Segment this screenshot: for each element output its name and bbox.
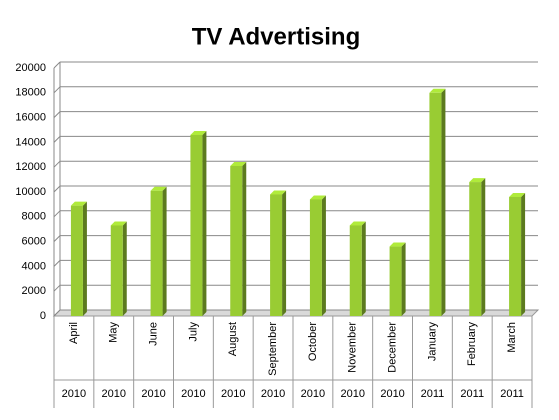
grid-line-side — [53, 111, 61, 118]
x-tick-label: February — [466, 322, 478, 367]
bar — [270, 194, 283, 316]
x-tick-label: June — [147, 322, 159, 346]
bar-side — [242, 161, 247, 316]
grid-line-side — [53, 210, 61, 218]
bar-top — [349, 221, 366, 226]
bar — [150, 190, 163, 316]
y-tick-label: 10000 — [15, 186, 46, 198]
year-label: 2010 — [301, 388, 325, 400]
bar-side — [282, 190, 287, 316]
x-tick-label: July — [187, 322, 199, 342]
bar-top — [270, 190, 287, 195]
year-label: 2011 — [421, 388, 445, 400]
bar-top — [469, 178, 486, 183]
bar — [429, 92, 442, 316]
grid-line-side — [53, 284, 61, 292]
bar — [309, 199, 322, 316]
y-tick-label: 8000 — [22, 211, 46, 223]
year-label: 2010 — [221, 388, 245, 400]
bar — [110, 225, 123, 316]
year-label: 2010 — [380, 388, 404, 400]
bar-side — [82, 201, 87, 316]
year-label: 2010 — [341, 388, 365, 400]
bar-side — [401, 242, 406, 316]
bar-side — [162, 186, 167, 316]
bar-side — [122, 221, 127, 316]
y-tick-label: 2000 — [22, 285, 46, 297]
year-label: 2010 — [102, 388, 126, 400]
bar-top — [389, 242, 406, 247]
y-tick-label: 14000 — [15, 136, 46, 148]
bar-top — [509, 192, 526, 197]
y-tick-label: 16000 — [15, 112, 46, 124]
year-label: 2011 — [460, 388, 484, 400]
x-tick-label: May — [108, 322, 120, 343]
bar-top — [429, 88, 446, 93]
x-tick-label: August — [227, 322, 239, 356]
bar-side — [521, 192, 526, 316]
bar-side — [361, 221, 366, 316]
grid-line-side — [53, 235, 61, 242]
y-tick-label: 20000 — [15, 62, 46, 74]
x-tick-label: November — [347, 322, 359, 373]
bar-top — [70, 201, 87, 206]
grid-line-side — [53, 61, 61, 69]
y-tick-label: 6000 — [22, 236, 46, 248]
year-label: 2010 — [141, 388, 165, 400]
x-tick-label: September — [267, 322, 279, 376]
y-tick-label: 0 — [40, 310, 46, 322]
grid-line-side — [53, 160, 61, 168]
grid-line-side — [53, 86, 61, 94]
year-label: 2010 — [261, 388, 285, 400]
bar — [349, 225, 362, 316]
bar — [190, 134, 203, 316]
bar-top — [150, 186, 167, 191]
grid-line-side — [53, 260, 61, 267]
bar — [230, 165, 243, 316]
x-tick-label: December — [386, 322, 398, 373]
x-tick-label: March — [506, 322, 518, 353]
bar-top — [230, 161, 247, 166]
bar-top — [309, 195, 326, 200]
bar — [469, 182, 482, 316]
bar — [509, 196, 522, 316]
chart-title: TV Advertising — [192, 23, 360, 50]
bar-top — [190, 130, 207, 135]
x-tick-label: January — [426, 322, 438, 362]
bar-side — [321, 195, 326, 316]
bar — [389, 246, 402, 316]
bar-side — [481, 178, 486, 316]
y-tick-label: 18000 — [15, 87, 46, 99]
bar-side — [441, 88, 446, 316]
bar — [70, 205, 83, 316]
year-label: 2011 — [500, 388, 524, 400]
bar-side — [202, 130, 207, 316]
grid-line-side — [53, 136, 61, 143]
y-tick-label: 12000 — [15, 161, 46, 173]
grid-line-side — [53, 309, 61, 317]
grid-line-side — [53, 185, 61, 193]
year-label: 2010 — [62, 388, 86, 400]
bar-top — [110, 221, 127, 226]
y-tick-label: 4000 — [22, 260, 46, 272]
year-label: 2010 — [181, 388, 205, 400]
x-tick-label: October — [307, 322, 319, 361]
x-tick-label: April — [68, 322, 80, 344]
